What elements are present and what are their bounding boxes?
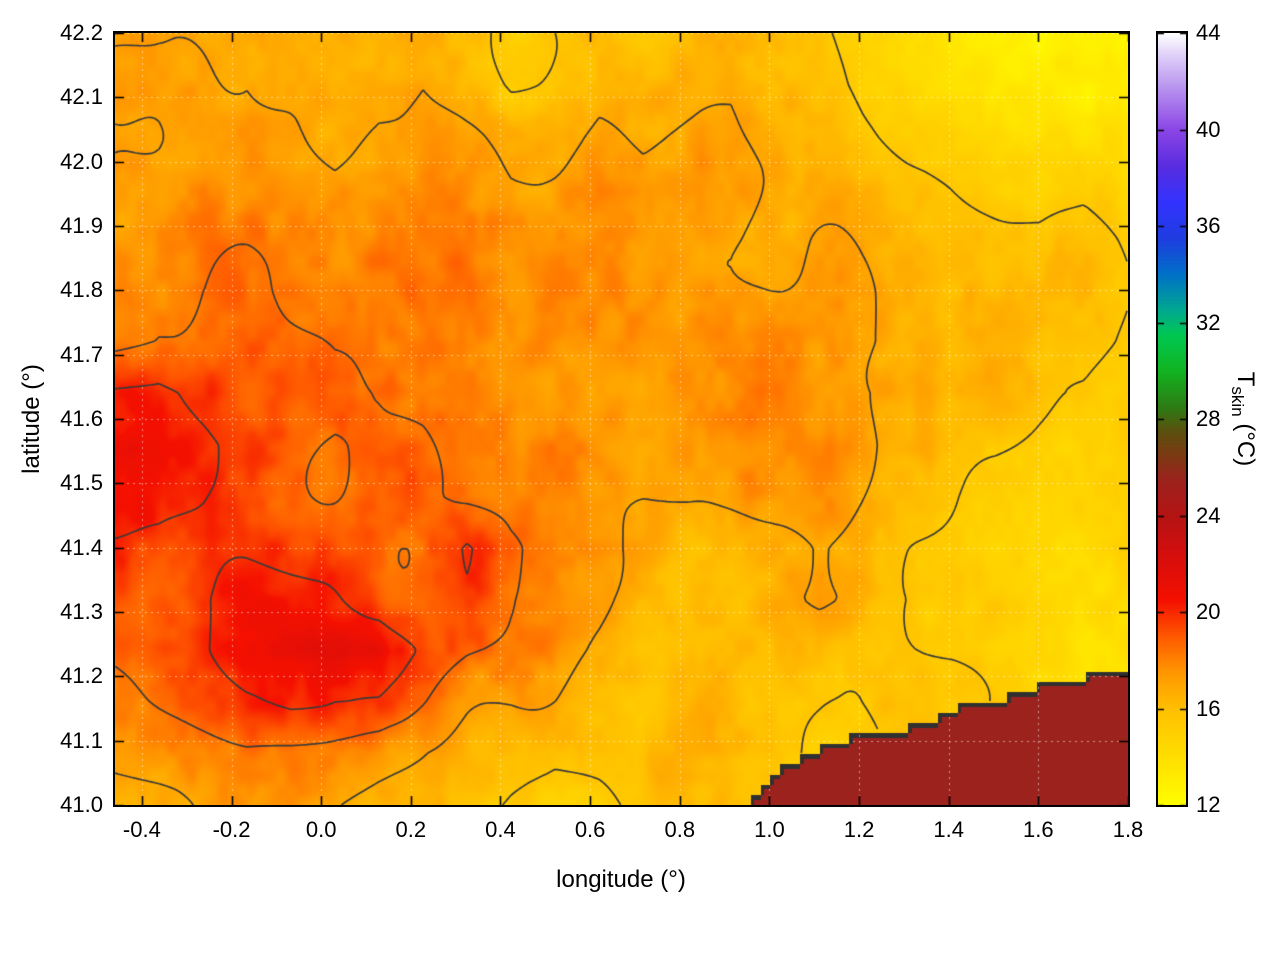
y-tick-label: 41.8 bbox=[60, 277, 103, 303]
y-tick-label: 41.1 bbox=[60, 727, 103, 753]
colorbar-tick-label: 20 bbox=[1196, 599, 1221, 624]
colorbar-tick-label: 24 bbox=[1196, 502, 1221, 528]
heatmap-canvas bbox=[115, 33, 1128, 805]
y-tick-label: 41.0 bbox=[60, 792, 103, 817]
colorbar-label-main: T bbox=[1231, 371, 1259, 387]
y-tick-label: 41.3 bbox=[60, 599, 103, 624]
x-axis-label: longitude (°) bbox=[556, 866, 686, 893]
x-tick-label: 0.8 bbox=[664, 817, 696, 842]
x-tick-label: 0.2 bbox=[395, 817, 427, 842]
colorbar-tick-label: 40 bbox=[1196, 116, 1221, 142]
colorbar bbox=[1156, 31, 1188, 807]
x-tick-label: 0.0 bbox=[305, 817, 337, 842]
y-tick-label: 41.6 bbox=[60, 406, 103, 431]
y-tick-label: 42.2 bbox=[60, 20, 103, 45]
colorbar-canvas bbox=[1158, 33, 1186, 805]
plot-area bbox=[113, 31, 1130, 807]
x-tick-label: 0.6 bbox=[574, 817, 606, 842]
x-tick-label: 0.4 bbox=[485, 817, 516, 842]
colorbar-tick-label: 12 bbox=[1196, 792, 1221, 817]
y-tick-label: 41.5 bbox=[60, 470, 103, 496]
x-tick-label: 1.6 bbox=[1023, 817, 1054, 842]
colorbar-tick-label: 44 bbox=[1196, 20, 1221, 45]
y-tick-label: 41.4 bbox=[60, 534, 103, 560]
y-tick-label: 42.1 bbox=[60, 84, 103, 110]
y-tick-label: 41.7 bbox=[60, 341, 103, 367]
x-tick-label: 1.8 bbox=[1112, 817, 1144, 842]
x-tick-label: -0.4 bbox=[122, 817, 161, 842]
colorbar-tick-label: 16 bbox=[1196, 695, 1221, 721]
y-tick-label: 42.0 bbox=[60, 148, 103, 174]
y-tick-label: 41.2 bbox=[60, 663, 103, 689]
y-tick-label: 41.9 bbox=[60, 213, 103, 238]
x-tick-label: -0.2 bbox=[212, 817, 251, 842]
x-tick-label: 1.4 bbox=[933, 817, 964, 842]
x-tick-label: 1.2 bbox=[843, 817, 875, 842]
colorbar-tick-label: 36 bbox=[1196, 213, 1221, 238]
colorbar-tick-label: 32 bbox=[1196, 309, 1221, 335]
x-tick-label: 1.0 bbox=[754, 817, 785, 842]
colorbar-tick-label: 28 bbox=[1196, 406, 1221, 431]
